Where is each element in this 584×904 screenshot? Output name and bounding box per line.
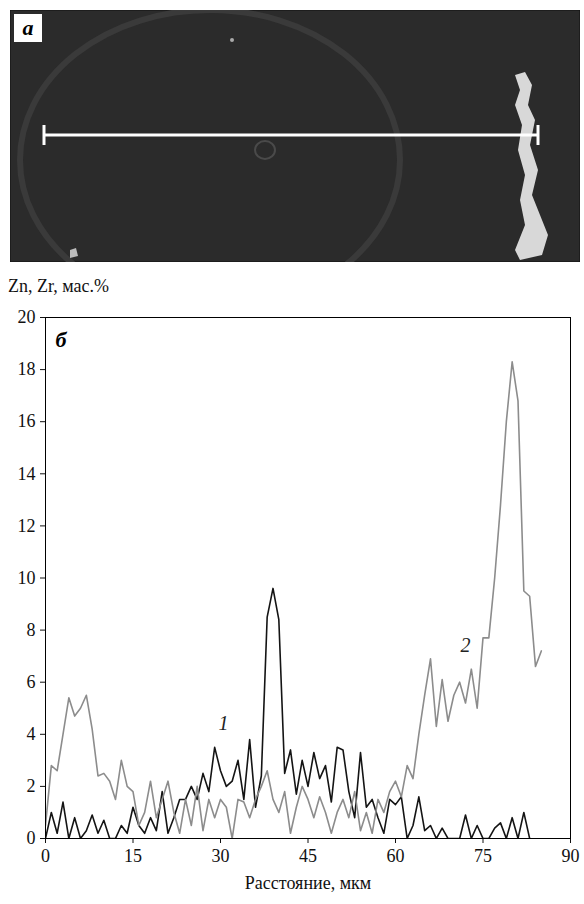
svg-text:6: 6 <box>27 672 36 692</box>
svg-text:16: 16 <box>18 411 36 431</box>
svg-text:2: 2 <box>461 634 471 656</box>
svg-text:60: 60 <box>387 846 405 866</box>
html-text:Zn, Zr, мас.%: Zn, Zr, мас.% <box>8 276 109 296</box>
svg-text:12: 12 <box>18 516 36 536</box>
svg-text:14: 14 <box>18 464 36 484</box>
svg-text:а: а <box>23 15 34 40</box>
svg-text:2: 2 <box>27 776 36 796</box>
svg-text:Расстояние, мкм: Расстояние, мкм <box>245 873 371 893</box>
svg-text:15: 15 <box>124 846 142 866</box>
svg-text:20: 20 <box>18 307 36 327</box>
svg-text:90: 90 <box>562 846 580 866</box>
svg-text:45: 45 <box>299 846 317 866</box>
svg-text:0: 0 <box>27 828 36 848</box>
svg-text:4: 4 <box>27 724 36 744</box>
svg-text:75: 75 <box>474 846 492 866</box>
svg-text:10: 10 <box>18 568 36 588</box>
svg-text:0: 0 <box>41 846 50 866</box>
svg-text:1: 1 <box>218 712 228 734</box>
svg-text:б: б <box>56 327 68 352</box>
svg-text:18: 18 <box>18 359 36 379</box>
svg-text:8: 8 <box>27 620 36 640</box>
svg-text:30: 30 <box>212 846 230 866</box>
